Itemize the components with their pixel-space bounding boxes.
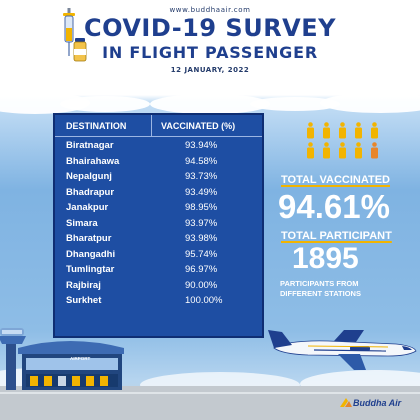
- total-vaccinated-label: TOTAL VACCINATED: [281, 174, 390, 186]
- airport-sign: AIRPORT: [70, 356, 91, 361]
- person-icon: [323, 122, 330, 139]
- destination-cell: Bharatpur: [66, 233, 112, 244]
- page-subtitle: IN FLIGHT PASSENGER: [102, 43, 318, 62]
- vaccinated-percent-cell: 95.74%: [185, 248, 218, 260]
- buddha-air-logo-icon: [340, 398, 352, 407]
- person-icon: [339, 142, 346, 159]
- destination-cell: Surkhet: [66, 295, 102, 306]
- destination-cell: Simara: [66, 217, 98, 229]
- page-title: COVID-19 SURVEY: [83, 14, 337, 42]
- total-vaccinated-value: 94.61%: [278, 188, 390, 225]
- survey-date: 12 JANUARY, 2022: [170, 66, 250, 74]
- table-row: Bhadrapur 93.49%: [55, 185, 262, 200]
- table-row: Rajbiraj 90.00%: [55, 278, 262, 293]
- table-row: Bharatpur 93.98%: [55, 231, 262, 246]
- vaccinated-percent-cell: 93.98%: [185, 233, 218, 244]
- person-icon: [307, 122, 314, 139]
- vaccinated-percent-cell: 93.97%: [185, 217, 218, 229]
- vaccinated-percent-cell: 94.58%: [185, 155, 218, 167]
- runway-stripe: [0, 392, 420, 394]
- column-divider: [151, 115, 152, 136]
- brand-name: Buddha Air: [353, 398, 402, 408]
- person-icon: [355, 122, 362, 139]
- person-icon: [355, 142, 362, 159]
- table-row: Tumlingtar 96.97%: [55, 262, 262, 277]
- table-row: Bhairahawa 94.58%: [55, 154, 262, 169]
- destination-cell: Nepalgunj: [66, 171, 112, 182]
- participants-note-line1: PARTICIPANTS FROM: [280, 279, 359, 288]
- cloud: [60, 96, 150, 112]
- person-icon: [307, 142, 314, 159]
- destination-column-header: DESTINATION: [66, 121, 127, 131]
- vaccinated-percent-cell: 90.00%: [185, 279, 218, 291]
- destination-cell: Bhairahawa: [66, 155, 120, 167]
- cloud: [150, 94, 270, 114]
- destination-cell: Bhadrapur: [66, 186, 115, 198]
- table-header: DESTINATION VACCINATED (%): [55, 115, 262, 137]
- table-row: Nepalgunj 93.73%: [55, 169, 262, 184]
- destination-cell: Rajbiraj: [66, 279, 101, 291]
- person-icon: [371, 122, 378, 139]
- person-icon: [339, 122, 346, 139]
- person-icon: [371, 142, 378, 159]
- destination-cell: Janakpur: [66, 202, 109, 213]
- vaccinated-percent-cell: 93.49%: [185, 186, 218, 198]
- vaccinated-percent-cell: 100.00%: [185, 295, 223, 306]
- vaccinated-percent-cell: 93.73%: [185, 171, 218, 182]
- table-row: Surkhet 100.00%: [55, 293, 262, 308]
- destination-cell: Dhangadhi: [66, 248, 116, 260]
- destination-cell: Biratnagar: [66, 140, 114, 151]
- cloud: [250, 97, 340, 111]
- participants-note-line2: DIFFERENT STATIONS: [280, 289, 361, 298]
- table-row: Janakpur 98.95%: [55, 200, 262, 215]
- table-row: Simara 93.97%: [55, 216, 262, 231]
- website-url[interactable]: www.buddhaair.com: [169, 6, 251, 14]
- person-icon: [323, 142, 330, 159]
- vaccinated-percent-cell: 93.94%: [185, 140, 218, 151]
- total-participant-label: TOTAL PARTICIPANT: [281, 230, 392, 242]
- table-row: Dhangadhi 95.74%: [55, 247, 262, 262]
- destination-cell: Tumlingtar: [66, 264, 115, 275]
- airport-terminal-illustration: [0, 328, 124, 390]
- total-participant-value: 1895: [292, 242, 359, 275]
- airplane-illustration: [268, 330, 417, 370]
- syringe-icon: [63, 8, 75, 56]
- vaccine-vial-icon: [73, 38, 87, 62]
- vaccination-table: DESTINATION VACCINATED (%) Biratnagar 93.…: [53, 113, 264, 338]
- cloud: [320, 93, 420, 113]
- table-row: Biratnagar 93.94%: [55, 138, 262, 153]
- people-icons: [307, 122, 378, 159]
- vaccinated-column-header: VACCINATED (%): [161, 121, 236, 131]
- vaccinated-percent-cell: 96.97%: [185, 264, 218, 275]
- vaccinated-percent-cell: 98.95%: [185, 202, 218, 213]
